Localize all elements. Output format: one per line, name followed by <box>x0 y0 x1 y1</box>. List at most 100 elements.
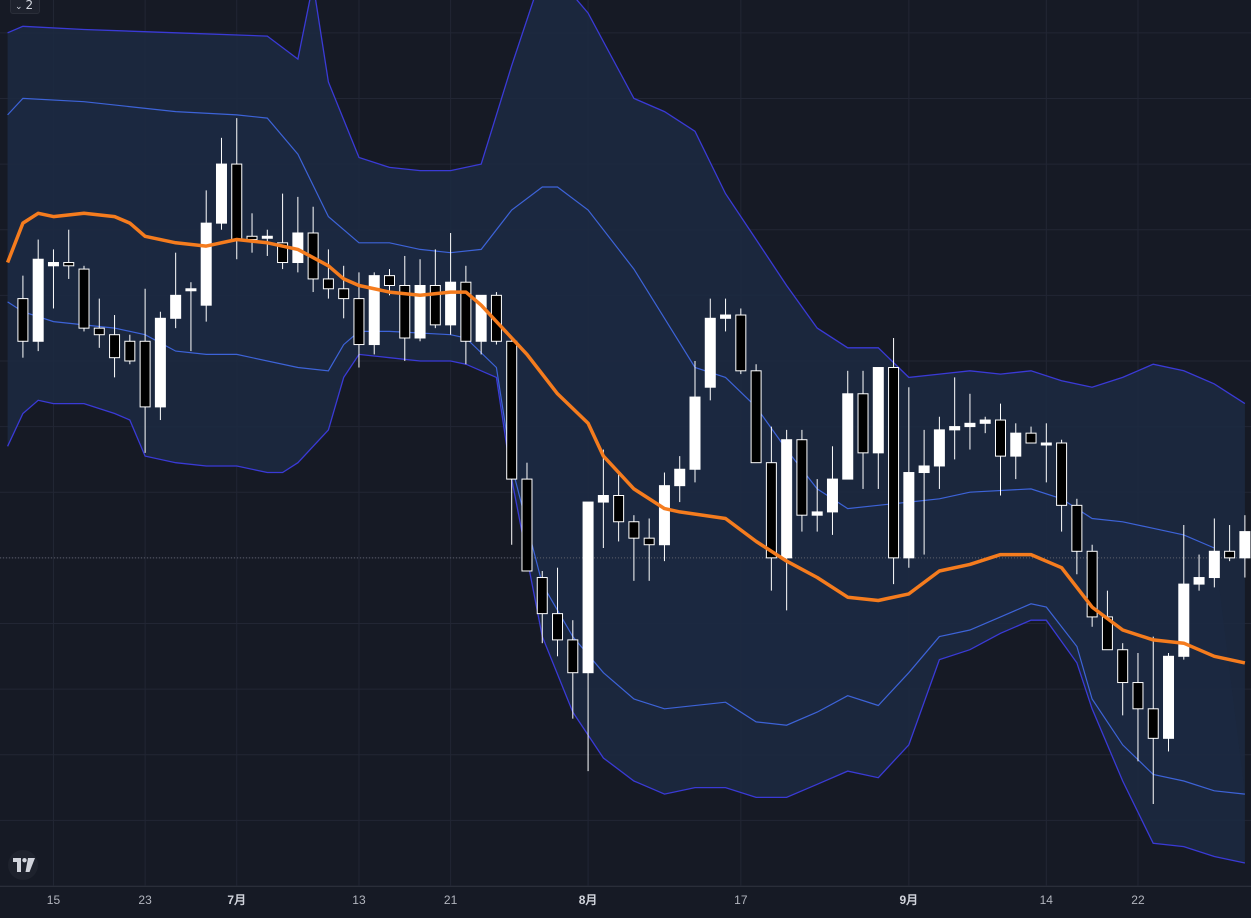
pane-collapse-button[interactable]: ⌄ 2 <box>10 0 40 14</box>
candle <box>93 298 105 348</box>
candle-body <box>811 511 823 516</box>
candle-body <box>200 222 212 306</box>
candle <box>521 462 533 572</box>
candle-body <box>582 501 594 674</box>
candle <box>139 288 151 453</box>
candle-body <box>964 422 976 428</box>
candle-body <box>536 577 548 615</box>
candle-body <box>460 281 472 342</box>
candle <box>1193 554 1205 591</box>
candle-body <box>17 298 29 342</box>
candle <box>1040 423 1052 483</box>
candle-body <box>521 478 533 572</box>
candle <box>445 232 457 335</box>
candle <box>750 364 762 464</box>
candle-body <box>903 472 915 559</box>
candle <box>47 249 59 309</box>
candle-body <box>1147 708 1159 739</box>
candle <box>277 193 289 270</box>
candle-body <box>842 393 854 480</box>
candle <box>582 501 594 772</box>
candle <box>658 472 670 562</box>
candle <box>781 429 793 611</box>
candle <box>933 416 945 489</box>
candle-body <box>215 163 227 224</box>
candle <box>109 315 121 378</box>
candle <box>628 515 640 581</box>
candle <box>1056 439 1068 532</box>
candle-body <box>643 537 655 546</box>
candle-body <box>1071 504 1083 552</box>
candle <box>994 403 1006 496</box>
candle <box>185 282 197 352</box>
candle-body <box>429 284 441 326</box>
candle-body <box>1193 577 1205 585</box>
candle <box>215 137 227 230</box>
candle <box>1117 643 1129 716</box>
candle <box>872 367 884 489</box>
candle <box>888 337 900 585</box>
candle-body <box>1086 550 1098 618</box>
candles <box>17 118 1251 804</box>
chevron-down-icon: ⌄ <box>15 2 23 12</box>
candle-body <box>78 268 90 329</box>
upper-outer-band-line <box>7 0 1246 405</box>
time-axis-label: 17 <box>734 893 748 907</box>
time-axis[interactable]: 15 23 7月 13 21 8月 17 9月 14 22 <box>0 886 1251 918</box>
candle <box>949 377 961 460</box>
time-axis-label: 14 <box>1040 893 1054 907</box>
candle-body <box>353 298 365 346</box>
candle-body <box>720 314 732 319</box>
candle <box>1163 653 1175 752</box>
candle <box>124 334 136 365</box>
candle <box>720 298 732 332</box>
candle <box>613 472 625 542</box>
time-axis-label: 8月 <box>579 893 598 907</box>
candle <box>338 265 350 319</box>
candle <box>414 259 426 342</box>
candle <box>674 456 686 503</box>
candle-body <box>1224 550 1236 559</box>
candle <box>567 620 579 719</box>
candle-body <box>704 317 716 388</box>
time-axis-label: 23 <box>138 893 152 907</box>
lower-inner-band-line <box>7 301 1245 795</box>
candle-body <box>750 370 762 464</box>
candle <box>1010 423 1022 480</box>
candle <box>552 567 564 657</box>
candle <box>154 311 166 421</box>
candle-body <box>47 262 59 267</box>
candle <box>903 387 915 568</box>
candle <box>842 370 854 480</box>
tradingview-logo[interactable] <box>8 850 38 880</box>
candle-body <box>933 429 945 467</box>
candle <box>1132 653 1144 762</box>
candle-body <box>781 439 793 559</box>
candle <box>1086 544 1098 627</box>
candle-body <box>399 284 411 339</box>
candle-body <box>139 340 151 408</box>
candle <box>796 429 808 532</box>
candle <box>826 446 838 535</box>
candle-body <box>475 294 487 342</box>
candle-body <box>979 419 991 424</box>
candle <box>811 479 823 532</box>
candle <box>1178 525 1190 660</box>
candle-body <box>124 340 136 362</box>
candle-body <box>261 235 273 239</box>
candle-body <box>613 495 625 523</box>
pane-count: 2 <box>25 0 34 12</box>
candle <box>1239 515 1251 578</box>
upper-inner-band-line <box>7 97 1215 549</box>
candle-body <box>1178 583 1190 657</box>
candle-body <box>32 258 44 342</box>
candle <box>368 272 380 355</box>
candle-body <box>674 468 686 487</box>
moving-average <box>5 211 1246 665</box>
candle <box>429 249 441 329</box>
candle <box>322 249 334 299</box>
candle-body <box>414 284 426 339</box>
candle-body <box>445 281 457 326</box>
candle-body <box>384 275 396 286</box>
